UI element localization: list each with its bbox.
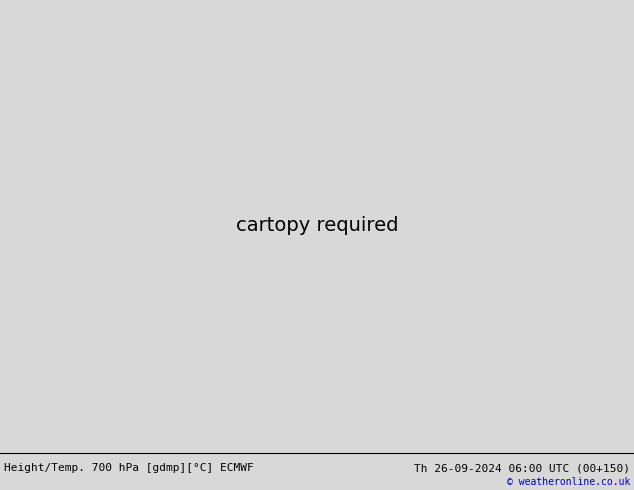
Text: Height/Temp. 700 hPa [gdmp][°C] ECMWF: Height/Temp. 700 hPa [gdmp][°C] ECMWF [4, 464, 254, 473]
Text: © weatheronline.co.uk: © weatheronline.co.uk [507, 477, 630, 487]
Text: cartopy required: cartopy required [236, 216, 398, 235]
Text: Th 26-09-2024 06:00 UTC (00+150): Th 26-09-2024 06:00 UTC (00+150) [414, 464, 630, 473]
